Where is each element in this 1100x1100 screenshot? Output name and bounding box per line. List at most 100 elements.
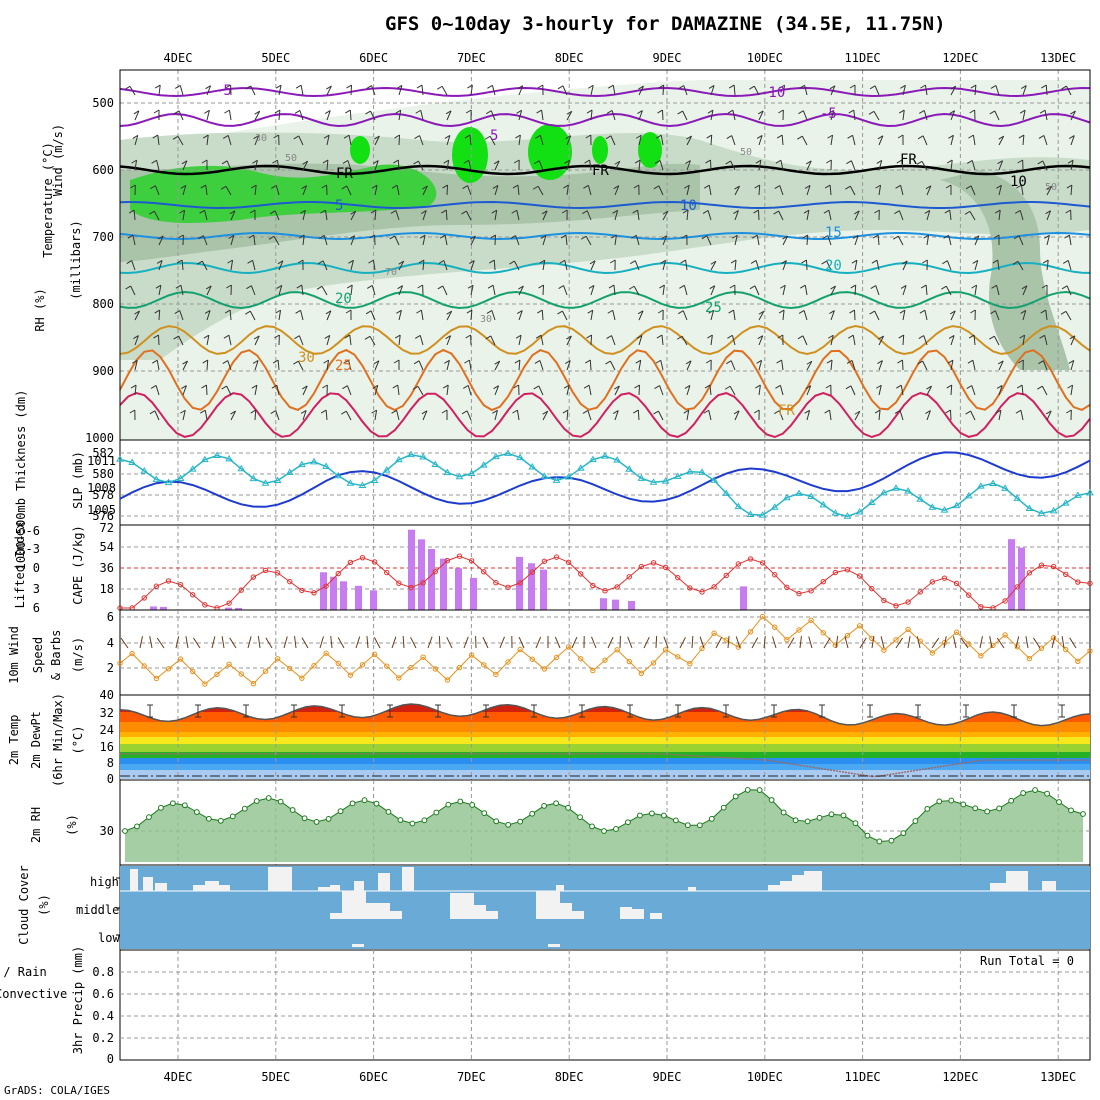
wind-barb-flag: [797, 335, 804, 340]
wind-barb: [250, 285, 256, 296]
label-temp: 2m Temp: [7, 715, 21, 766]
wind-barb-flag: [513, 159, 520, 164]
wind-barb-flag: [969, 109, 975, 114]
wind-barb: [924, 310, 928, 321]
wind-barb-flag: [365, 110, 371, 115]
minmax-whisker: [627, 704, 633, 718]
wind-barb-flag: [1065, 209, 1071, 214]
y-tick-label: 1011: [87, 454, 116, 468]
wind-barb-flag: [518, 285, 524, 290]
wind-barb-flag: [702, 210, 709, 214]
wind-barb: [230, 410, 236, 421]
wind-barb: [1019, 210, 1024, 221]
wind-barb: [206, 135, 209, 146]
wind-barb: [494, 385, 500, 396]
wind-barb: [972, 360, 976, 371]
y-tick-label: 2: [107, 661, 114, 675]
wind-barb: [638, 85, 644, 96]
wind-barb: [491, 85, 496, 96]
wind-barb-flag: [705, 359, 712, 364]
wind-barb: [1041, 385, 1048, 396]
temp-bands: [120, 704, 1090, 779]
thickness-point: [394, 455, 403, 463]
wind-barb-flag: [1021, 285, 1028, 290]
thickness-point: [940, 506, 949, 513]
thickness-point: [637, 474, 646, 481]
thickness-point: [807, 492, 816, 500]
wind-barb-flag: [563, 184, 569, 189]
wind-barb-flag: [416, 309, 422, 314]
wind-barb-flag: [850, 284, 856, 289]
cape-bar: [440, 558, 447, 610]
wind-barb-flag: [492, 185, 499, 189]
wind-barb: [827, 235, 832, 246]
cloud-high-bar: [804, 871, 822, 891]
wind-barb-flag: [755, 159, 762, 164]
wind-barb-flag: [245, 85, 252, 90]
wind10-barb: [679, 637, 686, 649]
wind-barb: [446, 184, 449, 196]
y-tick-label: 0: [107, 772, 114, 786]
rh2m-point: [996, 805, 1003, 812]
wind-barb: [969, 211, 976, 221]
thickness-point: [819, 500, 828, 508]
wind10-barb: [156, 637, 165, 649]
wind-barb-flag: [965, 185, 972, 190]
date-label-bottom: 8DEC: [555, 1070, 584, 1084]
minmax-whisker: [147, 704, 153, 718]
wind-barb-flag: [1062, 259, 1069, 264]
wind-barb-flag: [658, 84, 664, 89]
wind-barb: [206, 335, 210, 346]
wind-speed-point: [747, 629, 754, 635]
wind-barb-flag: [130, 184, 136, 189]
wind-barb-flag: [323, 134, 330, 139]
thickness-point: [831, 509, 840, 516]
wind-barb-flag: [846, 360, 853, 364]
y-tick-label: 700: [92, 230, 114, 244]
wind-barb: [444, 235, 448, 246]
wind-speed-point: [1075, 658, 1081, 665]
minmax-whisker: [675, 704, 681, 718]
wind-barb-flag: [874, 209, 880, 214]
wind-barb: [134, 135, 139, 146]
wind-barb: [854, 284, 857, 296]
rh2m-point: [732, 793, 739, 800]
wind-barb: [470, 235, 476, 246]
wind-barb: [998, 410, 1002, 421]
wind-barb: [518, 359, 521, 371]
wind-barb: [946, 260, 952, 271]
wind-barb-flag: [133, 110, 140, 115]
label-rh: RH (%): [33, 288, 47, 331]
wind-barb-flag: [372, 160, 379, 164]
wind-barb: [801, 135, 808, 146]
wind-barb-flag: [871, 259, 878, 264]
wind-barb: [781, 360, 784, 371]
wind-barb-flag: [753, 409, 760, 414]
contour-label: FR: [336, 166, 353, 182]
wind-barb: [996, 285, 1000, 296]
wind-barb-flag: [773, 410, 780, 415]
wind-barb-flag: [678, 85, 685, 89]
lifted-point: [735, 561, 742, 567]
wind-speed-line: [119, 615, 1091, 685]
lifted-point: [444, 557, 451, 564]
wind-speed-point: [311, 662, 317, 669]
wind-barb-flag: [129, 409, 136, 414]
wind-barb-flag: [516, 310, 523, 314]
wind-barb: [1022, 310, 1027, 321]
wind10-barb: [229, 637, 237, 649]
y-tick-label: 600: [92, 163, 114, 177]
wind10-barb: [699, 636, 705, 649]
wind-barb: [446, 160, 450, 171]
wind-barb-flag: [220, 185, 227, 190]
wind-barb: [276, 160, 280, 171]
wind-barb-flag: [178, 234, 184, 239]
wind-barb-flag: [899, 309, 906, 314]
wind-barb-flag: [464, 359, 470, 364]
y-tick-label: 4: [107, 636, 114, 650]
wind-barb: [1066, 85, 1072, 96]
wind-barb: [686, 385, 691, 396]
wind-barb-flag: [583, 384, 590, 389]
wind-barb: [446, 310, 453, 321]
wind-barb: [541, 309, 544, 321]
